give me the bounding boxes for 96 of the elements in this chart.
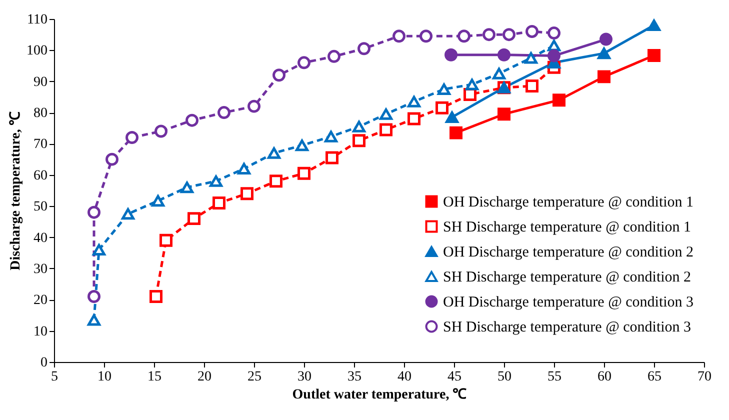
y-tick-label: 0 — [40, 356, 48, 370]
x-axis-title: Outlet water temperature, ℃ — [292, 388, 467, 402]
point — [408, 112, 420, 126]
y-tick-label: 30 — [34, 262, 48, 277]
x-tick-label: 10 — [98, 370, 112, 384]
x-tick-label: 30 — [298, 370, 312, 384]
y-tick-label: 10 — [34, 324, 48, 340]
point — [268, 147, 280, 159]
y-tick-label: 100 — [26, 44, 48, 59]
point — [88, 290, 100, 303]
point — [598, 70, 610, 84]
y-tick-label: 90 — [34, 74, 48, 90]
point — [598, 48, 610, 60]
point — [324, 130, 338, 142]
x-tick-label: 15 — [148, 370, 162, 384]
legend-label: SH Discharge temperature @ condition 1 — [443, 220, 692, 236]
y-tick-label: 70 — [34, 137, 48, 152]
point — [446, 111, 458, 124]
x-tick-label: 5 — [51, 370, 58, 384]
point — [380, 123, 392, 136]
point — [458, 30, 470, 43]
point — [180, 182, 194, 194]
point — [122, 208, 134, 220]
x-tick-label: 40 — [398, 370, 412, 384]
x-tick-label: 65 — [648, 370, 662, 384]
point — [526, 24, 538, 38]
y-tick-label: 50 — [34, 200, 48, 215]
y-tick-label: 60 — [34, 168, 48, 184]
x-tick-label: 25 — [248, 370, 262, 384]
point — [240, 187, 254, 200]
point — [126, 131, 138, 144]
point — [408, 96, 420, 108]
point — [328, 50, 340, 63]
x-tick-label: 60 — [598, 370, 612, 384]
point — [600, 32, 612, 46]
legend-label: SH Discharge temperature @ condition 2 — [443, 270, 692, 286]
point — [238, 162, 250, 174]
point — [482, 28, 496, 42]
y-tick-label: 40 — [34, 230, 48, 246]
point — [92, 244, 106, 256]
point — [466, 78, 478, 90]
point — [210, 175, 222, 187]
legend-label: SH Discharge temperature @ condition 3 — [443, 320, 692, 336]
point — [392, 30, 406, 43]
point — [152, 195, 164, 207]
point — [380, 108, 392, 120]
point — [498, 108, 510, 121]
point — [548, 26, 560, 40]
point — [648, 48, 660, 62]
point — [154, 124, 168, 138]
point — [106, 152, 118, 166]
point — [436, 101, 448, 114]
point — [526, 80, 538, 93]
y-tick-label: 20 — [34, 293, 48, 308]
point — [88, 206, 100, 219]
y-tick-label: 80 — [34, 106, 48, 122]
point — [326, 151, 338, 164]
y-tick-label: 110 — [27, 12, 48, 28]
point — [450, 126, 462, 140]
point — [186, 114, 198, 127]
point — [188, 212, 200, 226]
point — [160, 234, 172, 247]
point — [218, 106, 230, 120]
point — [444, 48, 458, 62]
point — [352, 134, 366, 148]
point — [270, 174, 282, 188]
x-tick-label: 35 — [348, 370, 362, 384]
x-tick-label: 50 — [498, 370, 512, 384]
point — [212, 196, 226, 210]
x-tick-label: 20 — [198, 370, 212, 384]
point — [358, 42, 370, 56]
point — [498, 48, 510, 62]
point — [298, 56, 310, 70]
point — [248, 100, 260, 113]
point — [492, 68, 506, 80]
point — [524, 52, 538, 64]
point — [502, 28, 516, 42]
point — [150, 290, 162, 304]
point — [272, 68, 286, 82]
point — [648, 19, 660, 32]
legend-label: OH Discharge temperature @ condition 1 — [443, 194, 694, 210]
point — [548, 49, 560, 62]
point — [352, 120, 366, 132]
x-tick-label: 45 — [448, 370, 462, 384]
x-tick-label: 55 — [548, 370, 562, 384]
point — [298, 166, 310, 180]
point — [88, 314, 100, 326]
point — [548, 40, 560, 52]
point — [296, 139, 308, 152]
point — [438, 83, 450, 95]
y-axis-title: Discharge temperature, ℃ — [8, 112, 24, 270]
point — [552, 94, 566, 107]
point — [420, 30, 432, 43]
legend-label: OH Discharge temperature @ condition 3 — [443, 294, 694, 310]
legend-label: OH Discharge temperature @ condition 2 — [443, 244, 694, 260]
x-tick-label: 70 — [698, 370, 712, 384]
